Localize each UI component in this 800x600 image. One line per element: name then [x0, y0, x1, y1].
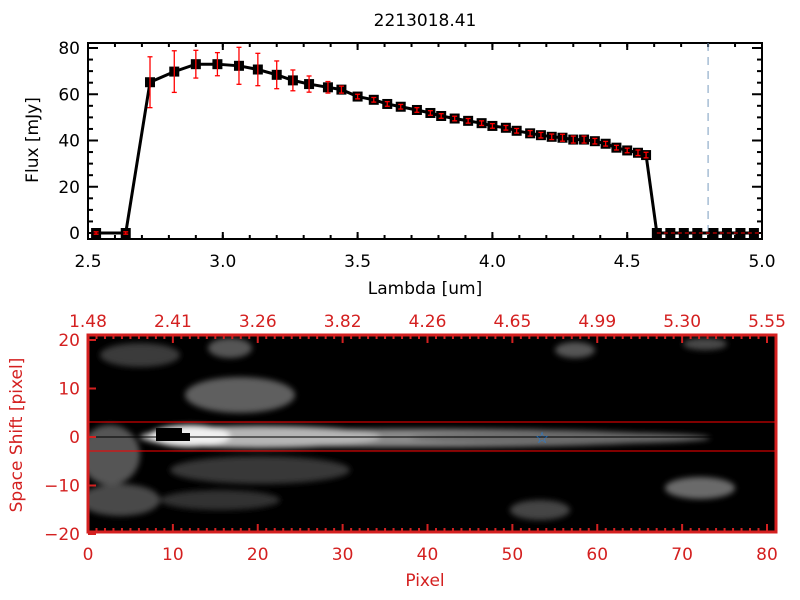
flux-axes: 2.5 3.0 3.5 4.0 4.5 5.0 0 20 40 60 80 [58, 39, 775, 272]
data-point [748, 228, 759, 238]
wavelength-tick-label: 1.48 [69, 312, 107, 332]
y-tick-label: 60 [58, 85, 80, 105]
wavelength-tick-label: 3.26 [239, 312, 277, 332]
image-x-tick-label: 80 [756, 545, 778, 565]
y-tick-label: 0 [69, 224, 80, 244]
wavelength-tick-label: 4.65 [493, 312, 531, 332]
image-y-tick-label: 10 [58, 380, 80, 400]
image-y-tick-label: 0 [69, 428, 80, 448]
data-point [735, 228, 746, 238]
data-point [692, 228, 703, 238]
image-x-tick-label: 0 [83, 545, 94, 565]
chart-title: 2213018.41 [374, 11, 477, 31]
y-tick-label: 80 [58, 39, 80, 59]
wavelength-tick-label: 4.26 [409, 312, 447, 332]
x-tick-label: 4.5 [614, 252, 641, 272]
image-x-tick-label: 40 [417, 545, 439, 565]
x-axis-label: Lambda [um] [368, 279, 482, 299]
image-x-tick-label: 30 [332, 545, 354, 565]
x-tick-label: 3.5 [344, 252, 371, 272]
y-tick-label: 40 [58, 132, 80, 152]
y-tick-label: 20 [58, 178, 80, 198]
image-frame [86, 333, 778, 534]
spectral-image [88, 338, 776, 520]
wavelength-tick-label: 3.82 [324, 312, 362, 332]
wavelength-tick-label: 5.30 [663, 312, 701, 332]
x-tick-label: 2.5 [74, 252, 101, 272]
y-axis-label: Flux [mJy] [23, 97, 43, 183]
wavelength-tick-label: 5.55 [748, 312, 786, 332]
image-x-axis-label: Pixel [405, 571, 444, 591]
wavelength-tick-label: 4.99 [578, 312, 616, 332]
wavelength-tick-label: 2.41 [154, 312, 192, 332]
flux-line [96, 62, 754, 235]
flux-series [91, 43, 762, 239]
image-y-tick-label: −20 [44, 525, 80, 545]
star-marker-icon: ☆ [535, 428, 549, 447]
image-y-tick-label: −10 [44, 477, 80, 497]
image-x-tick-label: 20 [247, 545, 269, 565]
image-x-tick-label: 70 [671, 545, 693, 565]
image-y-tick-label: 20 [58, 331, 80, 351]
image-x-tick-label: 50 [502, 545, 524, 565]
x-tick-label: 4.0 [479, 252, 506, 272]
image-y-axis-label: Space Shift [pixel] [7, 358, 27, 513]
image-x-tick-label: 10 [162, 545, 184, 565]
image-axes: 0 1.48 10 2.41 20 3.26 30 3.82 40 4.26 50 4.65 60 4.9… [44, 312, 786, 565]
plot-frame [87, 42, 763, 240]
x-tick-label: 3.0 [209, 252, 236, 272]
x-tick-label: 5.0 [748, 252, 775, 272]
data-point [678, 228, 689, 238]
data-point [665, 228, 676, 238]
image-x-tick-label: 60 [586, 545, 608, 565]
